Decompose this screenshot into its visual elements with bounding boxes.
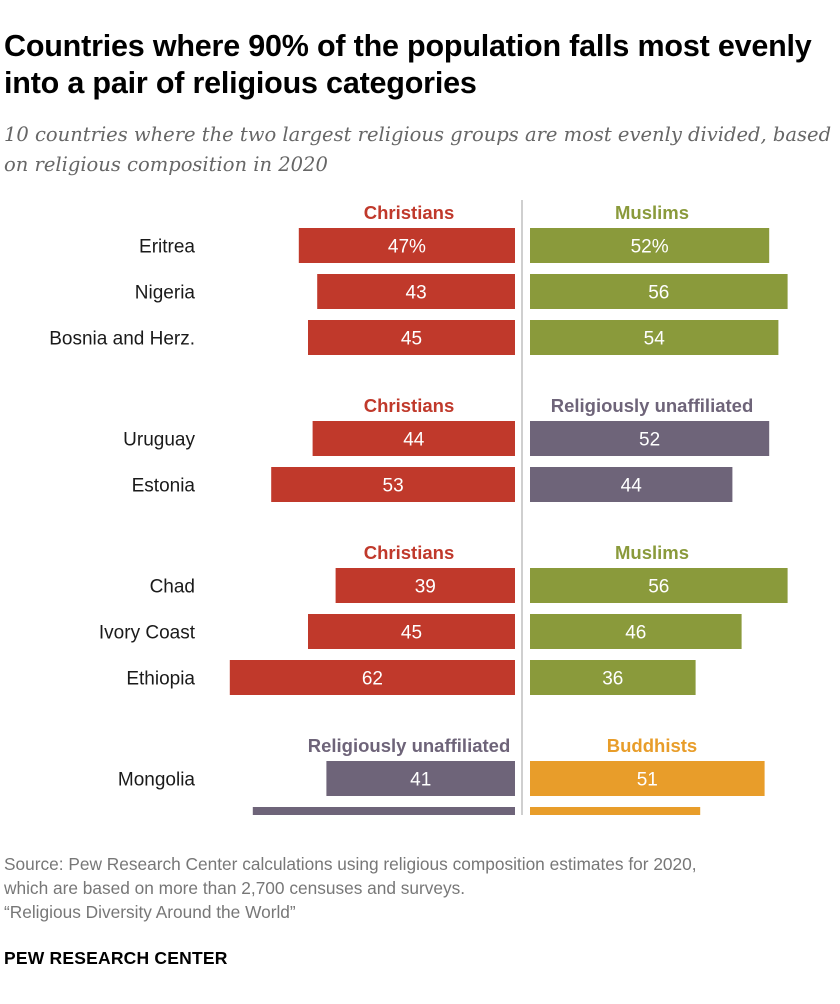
country-label: Bosnia and Herz.: [49, 329, 195, 350]
value-label-right: 52: [639, 430, 660, 451]
diverging-bar-chart: Christians Muslims Eritrea 47% 52% Nigeria 43 5…: [49, 200, 788, 815]
value-label-right: 46: [625, 623, 646, 644]
bar-left: [252, 807, 516, 815]
bar-right: [530, 228, 770, 263]
value-label-right: 56: [648, 283, 669, 304]
value-label-left: 45: [401, 329, 422, 350]
value-label-right: 54: [644, 329, 666, 350]
group-header-left: Religiously unaffiliated: [308, 735, 511, 756]
country-label: Mongolia: [118, 770, 196, 791]
value-label-left: 53: [383, 476, 404, 497]
value-label-left: 47%: [388, 237, 426, 258]
group-header-left: Christians: [364, 202, 454, 223]
country-label: Ethiopia: [126, 669, 195, 690]
value-label-left: 45: [401, 623, 422, 644]
chart-subtitle: 10 countries where the two largest relig…: [4, 123, 832, 176]
value-label-right: 56: [648, 577, 669, 598]
bar-left: [326, 761, 515, 796]
value-label-right: 52%: [631, 237, 669, 258]
value-label-left: 41: [410, 770, 431, 791]
country-label: Uruguay: [123, 430, 195, 451]
group-header-left: Christians: [364, 395, 454, 416]
bar-left: [271, 467, 515, 502]
country-label: Estonia: [132, 476, 196, 497]
bar-right: [530, 761, 765, 796]
value-label-right: 44: [621, 476, 643, 497]
group-header-left: Christians: [364, 542, 454, 563]
source-line-2: which are based on more than 2,700 censu…: [4, 878, 466, 898]
country-label: Chad: [150, 577, 195, 598]
bar-right: [530, 421, 770, 456]
bar-right: [530, 274, 788, 309]
bar-left: [335, 568, 515, 603]
bar-right: [530, 807, 701, 815]
group-header-right: Muslims: [615, 202, 689, 223]
group-header-right: Religiously unaffiliated: [551, 395, 754, 416]
chart-title: Countries where 90% of the population fa…: [4, 29, 812, 100]
source-line-3: “Religious Diversity Around the World”: [4, 902, 296, 922]
bar-left: [308, 614, 515, 649]
country-label: Nigeria: [135, 283, 196, 304]
source-line-1: Source: Pew Research Center calculations…: [4, 854, 697, 874]
group-header-right: Buddhists: [607, 735, 697, 756]
bar-left: [229, 660, 516, 695]
bar-right: [530, 467, 733, 502]
bar-left: [312, 421, 515, 456]
bar-left: [298, 228, 515, 263]
country-label: Ivory Coast: [99, 623, 196, 644]
country-label: Eritrea: [139, 237, 195, 258]
bar-right: [530, 614, 742, 649]
value-label-left: 39: [415, 577, 436, 598]
value-label-left: 44: [403, 430, 425, 451]
value-label-left: 43: [406, 283, 427, 304]
group-header-right: Muslims: [615, 542, 689, 563]
bar-right: [530, 660, 696, 695]
source-note: Source: Pew Research Center calculations…: [4, 852, 834, 924]
value-label-left: 62: [362, 669, 383, 690]
bar-right: [530, 320, 779, 355]
value-label-right: 51: [637, 770, 658, 791]
value-label-right: 36: [602, 669, 623, 690]
bar-left: [308, 320, 515, 355]
bar-right: [530, 568, 788, 603]
brand-label: PEW RESEARCH CENTER: [4, 948, 228, 968]
bar-left: [317, 274, 515, 309]
